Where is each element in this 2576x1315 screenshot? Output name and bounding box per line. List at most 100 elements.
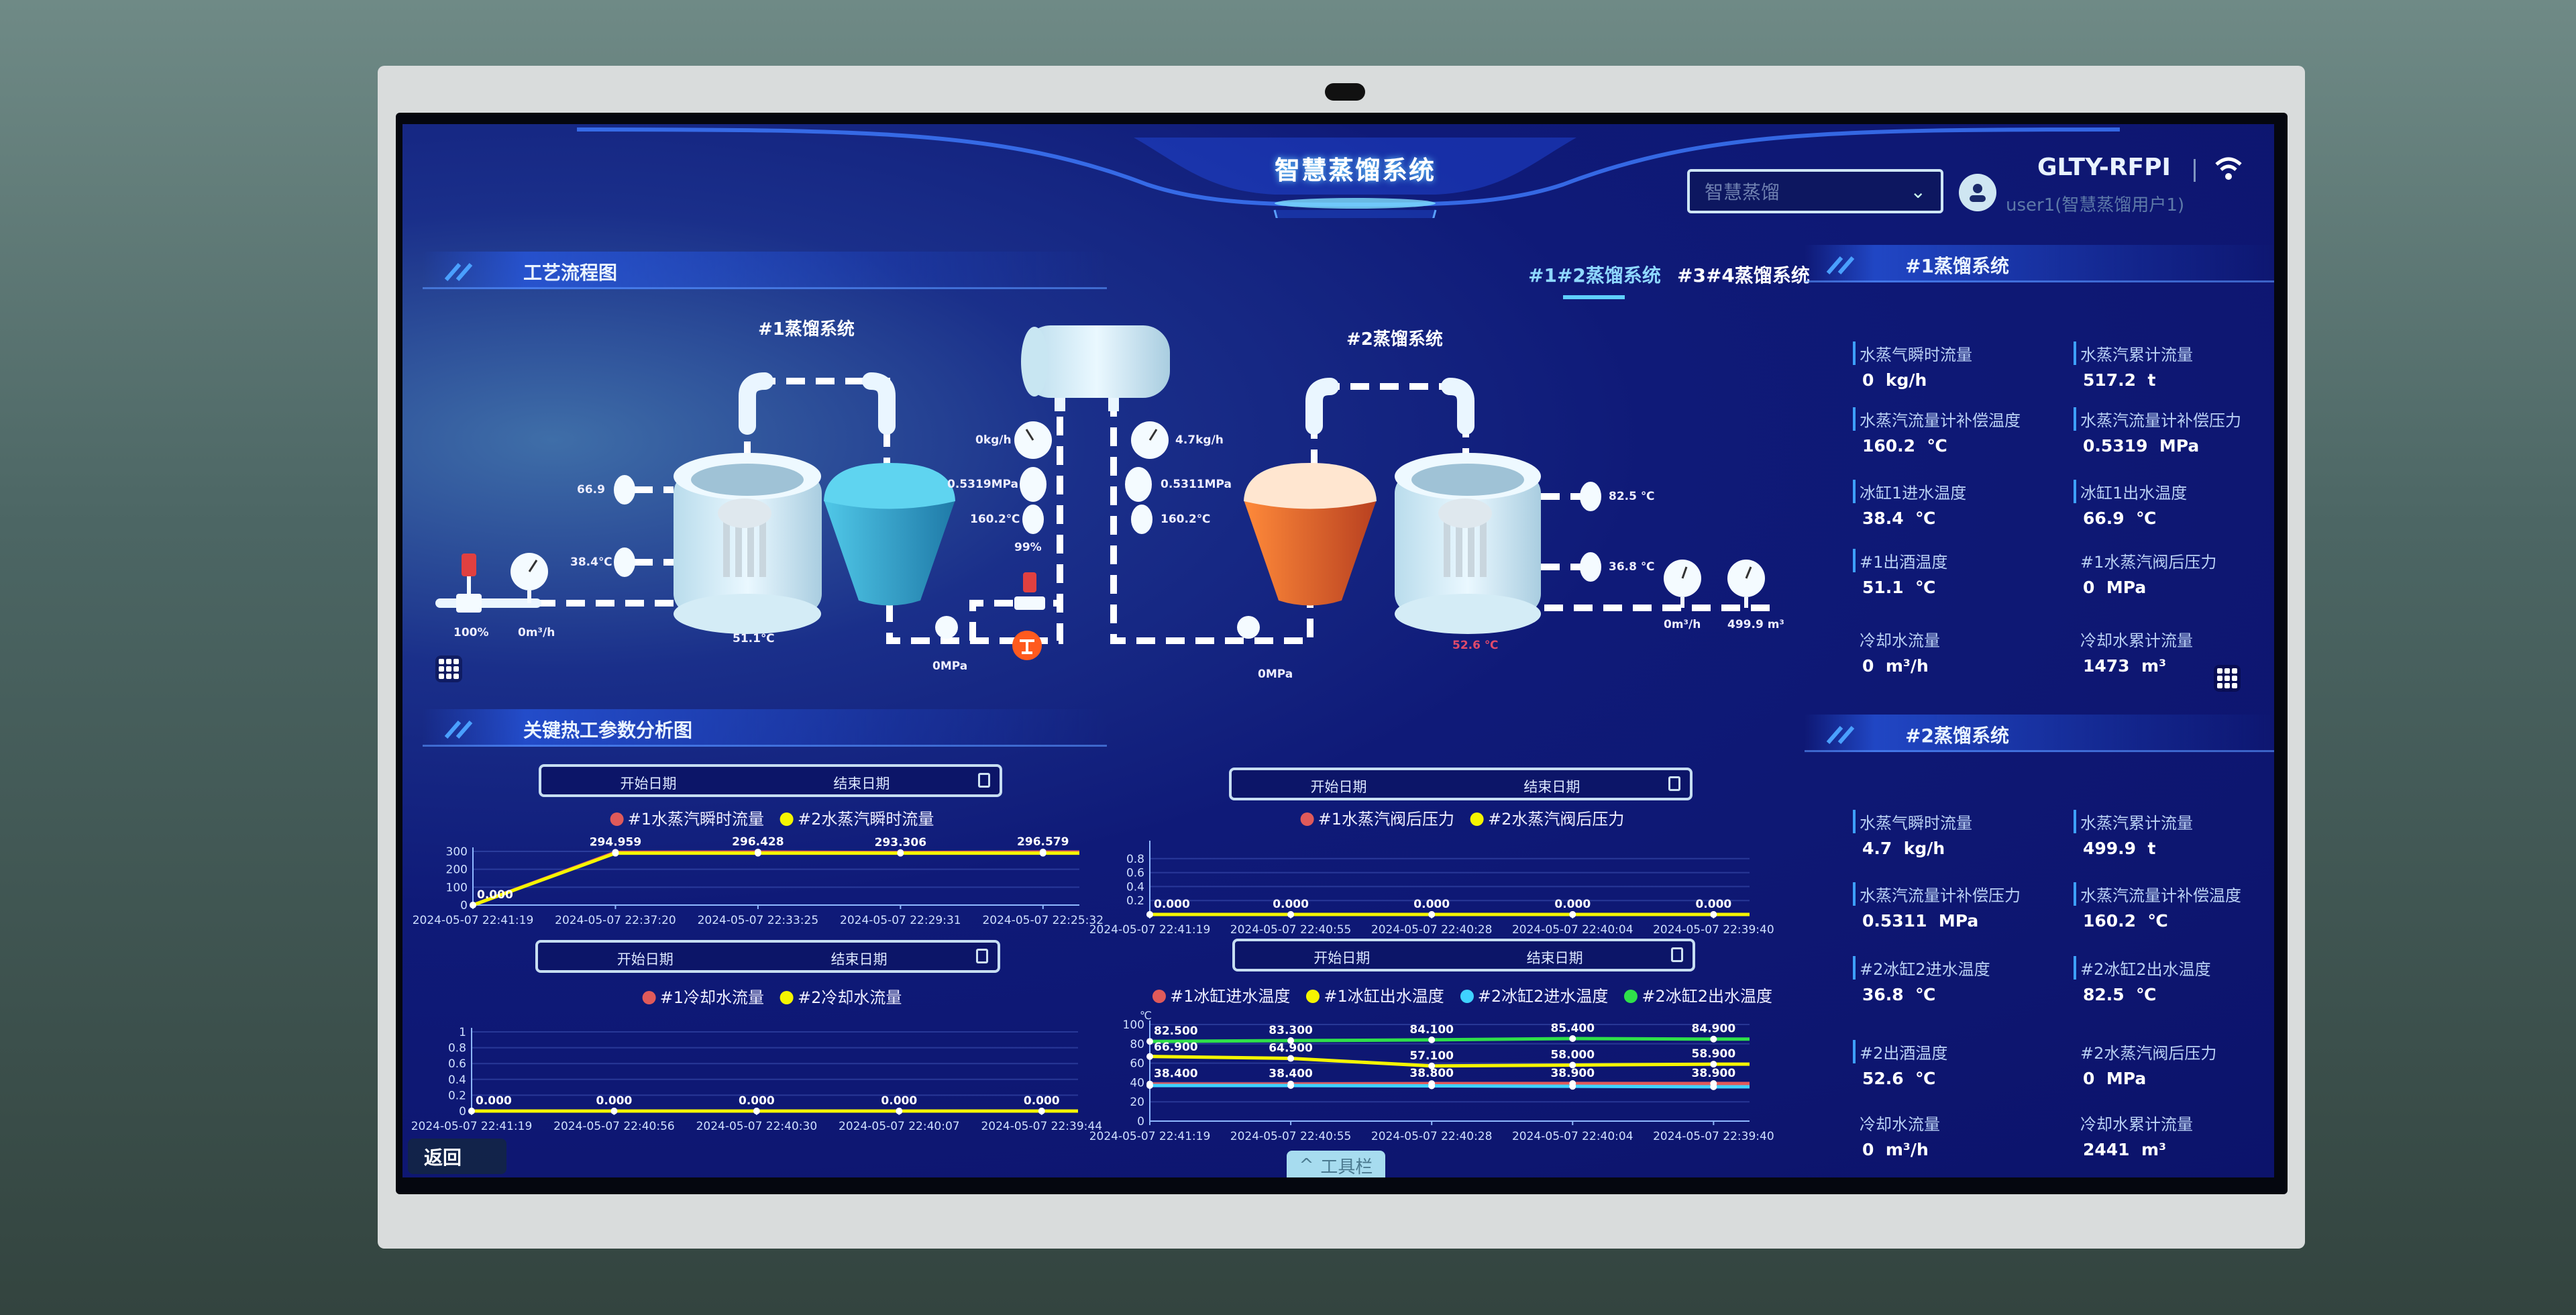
metric-label: 冰缸1进水温度 — [1853, 480, 2061, 503]
y-tick-label: 0.2 — [448, 1089, 466, 1102]
legend-item[interactable]: #1冰缸进水温度 — [1152, 983, 1290, 1006]
metric-label: 水蒸汽流量计补偿温度 — [2074, 882, 2274, 906]
tab-system-1-2[interactable]: #1#2蒸馏系统 — [1528, 264, 1661, 286]
user-avatar[interactable] — [1959, 174, 1996, 211]
temperature-sensor-icon — [614, 475, 635, 505]
data-point — [1428, 1062, 1436, 1069]
toolbar-button[interactable]: ^ 工具栏 — [1287, 1151, 1385, 1177]
legend-item[interactable]: #1水蒸汽瞬时流量 — [610, 806, 764, 829]
legend-label: #1冰缸出水温度 — [1324, 987, 1444, 1006]
metric-value: 4.7 kg/h — [1853, 839, 2061, 858]
data-label: 57.100 — [1409, 1049, 1454, 1063]
start-date-input[interactable]: 开始日期 — [1310, 779, 1367, 795]
x-tick-label: 2024-05-07 22:41:19 — [1089, 923, 1211, 937]
data-label: 0.000 — [1554, 898, 1591, 911]
y-tick-label: 20 — [1130, 1096, 1144, 1109]
metric-unit: ℃ — [2136, 985, 2157, 1004]
x-tick-label: 2024-05-07 22:40:28 — [1371, 1130, 1493, 1143]
data-point — [1569, 1061, 1576, 1069]
legend-label: #1水蒸汽阀后压力 — [1318, 810, 1454, 829]
metric-unit: kg/h — [1903, 839, 1945, 858]
metric-unit: m³/h — [1885, 656, 1929, 676]
date-range-picker[interactable]: 开始日期 结束日期 — [1232, 939, 1695, 971]
data-label: 66.900 — [1154, 1041, 1198, 1054]
legend-item[interactable]: #1冰缸出水温度 — [1306, 983, 1444, 1006]
start-date-input[interactable]: 开始日期 — [620, 776, 677, 792]
legend-dot — [1470, 812, 1484, 826]
divider — [2194, 159, 2196, 182]
data-label: 294.959 — [590, 835, 641, 849]
metric-label: 冷却水流量 — [1860, 631, 1940, 650]
calendar-icon[interactable] — [976, 949, 988, 963]
calendar-icon[interactable] — [1671, 947, 1683, 962]
data-point — [1146, 1053, 1153, 1060]
start-date-input[interactable]: 开始日期 — [616, 951, 674, 967]
legend-dot — [1152, 990, 1166, 1003]
legend-item[interactable]: #2冷却水流量 — [780, 984, 902, 1008]
metric-item: #2冰缸2出水温度 82.5 ℃ — [2074, 956, 2274, 1004]
data-point — [470, 902, 476, 908]
grid-menu-icon[interactable] — [2214, 665, 2241, 692]
grid-menu-icon[interactable] — [435, 655, 462, 682]
end-date-input[interactable]: 结束日期 — [833, 776, 890, 792]
temperature-sensor-icon — [1131, 505, 1152, 534]
data-label: 58.000 — [1550, 1048, 1595, 1061]
process-diagram — [435, 325, 1774, 660]
data-label: 38.900 — [1550, 1067, 1595, 1080]
calendar-icon[interactable] — [1668, 776, 1680, 791]
data-label: 296.428 — [732, 835, 784, 849]
gauge-needles — [528, 429, 1752, 579]
metric-value: 160.2 ℃ — [1853, 436, 2061, 456]
y-tick-label: 100 — [446, 881, 468, 894]
date-range-picker[interactable]: 开始日期 结束日期 — [1229, 768, 1693, 800]
end-date-input[interactable]: 结束日期 — [830, 951, 888, 967]
data-point — [1710, 1035, 1717, 1043]
valve-icon — [935, 616, 958, 639]
metric-label: #2出酒温度 — [1853, 1040, 2061, 1063]
x-tick-label: 2024-05-07 22:41:19 — [411, 1120, 533, 1133]
metric-item: 冰缸1出水温度 66.9 ℃ — [2074, 480, 2274, 528]
s1-tank-temp-label: 51.1℃ — [733, 632, 775, 645]
distillation-tank-2 — [1395, 453, 1541, 634]
data-label: 58.900 — [1692, 1047, 1736, 1061]
x-tick-label: 2024-05-07 22:29:31 — [840, 914, 961, 927]
metric-number: 52.6 — [1862, 1069, 1904, 1088]
temperature-sensor-icon — [1580, 482, 1601, 511]
y-tick-label: 100 — [1123, 1018, 1144, 1032]
back-button[interactable]: 返回 — [408, 1139, 506, 1174]
temperature-sensor-icon — [1580, 552, 1601, 582]
x-tick-label: 2024-05-07 22:39:44 — [981, 1120, 1102, 1133]
y-tick-label: 0.2 — [1126, 894, 1144, 908]
legend-dot — [1300, 812, 1314, 826]
legend-label: #2水蒸汽瞬时流量 — [798, 810, 934, 829]
metric-unit: m³ — [2141, 656, 2167, 676]
metric-item: #1水蒸汽阀后压力 0 MPa — [2074, 549, 2274, 597]
date-range-picker[interactable]: 开始日期 结束日期 — [535, 940, 1000, 973]
data-point — [1428, 1036, 1436, 1043]
panel1-title: #1蒸馏系统 — [1905, 255, 2009, 277]
x-tick-label: 2024-05-07 22:40:28 — [1371, 923, 1493, 937]
legend-dot — [1460, 990, 1474, 1003]
legend-label: #1水蒸汽瞬时流量 — [627, 810, 764, 829]
legend-item[interactable]: #2冰缸2出水温度 — [1624, 983, 1772, 1006]
data-point — [1569, 1083, 1576, 1090]
date-range-picker[interactable]: 开始日期 结束日期 — [539, 764, 1002, 797]
legend-item[interactable]: #2水蒸汽瞬时流量 — [780, 806, 934, 829]
end-date-input[interactable]: 结束日期 — [1523, 779, 1580, 795]
tab-system-3-4[interactable]: #3#4蒸馏系统 — [1677, 264, 1810, 286]
system-select[interactable]: 智慧蒸馏 ⌄ — [1687, 169, 1943, 213]
flowmeter-icon — [462, 554, 476, 576]
legend-item[interactable]: #1冷却水流量 — [642, 984, 764, 1008]
s1-bypass-valve-label: 99% — [1014, 541, 1042, 554]
calendar-icon[interactable] — [978, 773, 990, 788]
metric-unit: t — [2147, 839, 2156, 858]
end-date-input[interactable]: 结束日期 — [1526, 950, 1583, 966]
legend-item[interactable]: #2水蒸汽阀后压力 — [1470, 806, 1624, 829]
legend-item[interactable]: #1水蒸汽阀后压力 — [1300, 806, 1454, 829]
start-date-input[interactable]: 开始日期 — [1313, 950, 1371, 966]
y-tick-label: 0.4 — [448, 1073, 466, 1087]
data-label: 38.900 — [1692, 1067, 1736, 1080]
legend-item[interactable]: #2冰缸2进水温度 — [1460, 983, 1608, 1006]
line-chart: 0 0.2 0.4 0.6 0.8 1 2024-05-07 22:41:19 2024-05… — [411, 1026, 1102, 1133]
metric-unit: ℃ — [1915, 1069, 1936, 1088]
